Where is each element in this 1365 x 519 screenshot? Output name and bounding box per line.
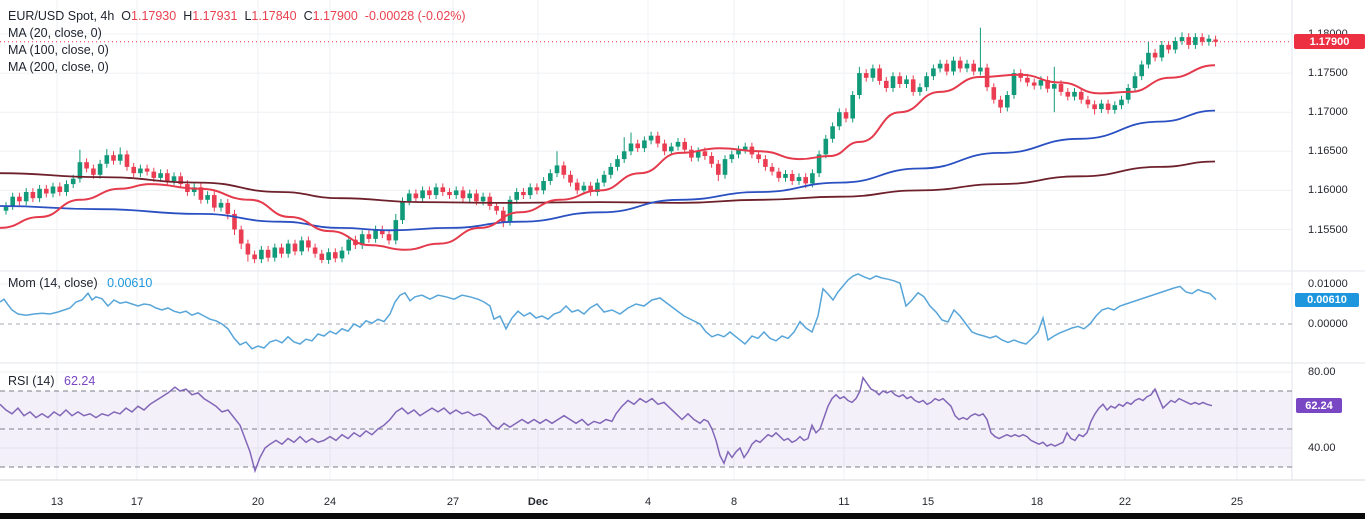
- time-axis-label: 15: [921, 496, 935, 508]
- axis-label: 1.17000: [1308, 106, 1348, 119]
- time-axis-label: 22: [1118, 496, 1132, 508]
- time-axis-label: 11: [838, 496, 850, 508]
- change-value: -0.00028 (-0.02%): [364, 9, 466, 23]
- ohlc-label: H: [183, 9, 193, 23]
- time-axis-label: 8: [730, 496, 738, 508]
- time-axis-label: 27: [446, 496, 460, 508]
- time-axis-label: 18: [1030, 496, 1044, 508]
- axis-label: 1.15500: [1308, 223, 1348, 236]
- axis-label: 1.16500: [1308, 145, 1348, 158]
- time-axis-label: 17: [130, 496, 144, 508]
- rsi-badge: 62.24: [1296, 398, 1342, 414]
- ohlc-values: O1.17930 H1.17931 L1.17840 C1.17900: [114, 9, 358, 23]
- ohlc-value: 1.17900: [312, 9, 358, 23]
- ohlc-value: 1.17840: [251, 9, 297, 23]
- time-axis-label: 20: [251, 496, 265, 508]
- bottom-bar: [0, 513, 1365, 519]
- rsi-value: 62.24: [64, 374, 96, 388]
- axis-label: 40.00: [1308, 442, 1336, 454]
- momentum-legend-row: Mom (14, close) 0.00610: [8, 276, 152, 290]
- axis-label: 1.17500: [1308, 67, 1348, 80]
- ohlc-label: O: [121, 9, 132, 23]
- momentum-legend[interactable]: Mom (14, close): [8, 276, 98, 290]
- time-axis-label: 25: [1230, 496, 1244, 508]
- time-axis-label: 13: [50, 496, 64, 508]
- axis-label: 1.16000: [1308, 184, 1348, 197]
- ma100-legend[interactable]: MA (100, close, 0): [8, 43, 109, 57]
- axis-label: 0.00000: [1308, 318, 1348, 330]
- ohlc-value: 1.17930: [131, 9, 177, 23]
- axis-label: 0.01000: [1308, 278, 1348, 290]
- ohlc-label: L: [244, 9, 252, 23]
- time-axis-label: 4: [644, 496, 652, 508]
- ohlc-value: 1.17931: [192, 9, 238, 23]
- axis-label: 80.00: [1308, 366, 1336, 378]
- symbol-title[interactable]: EUR/USD Spot, 4h: [8, 9, 115, 23]
- rsi-legend-row: RSI (14) 62.24: [8, 374, 95, 388]
- momentum-badge: 0.00610: [1295, 292, 1359, 307]
- symbol-row: EUR/USD Spot, 4h O1.17930 H1.17931 L1.17840…: [8, 9, 466, 23]
- ma200-legend[interactable]: MA (200, close, 0): [8, 60, 109, 74]
- momentum-value: 0.00610: [107, 276, 153, 290]
- ma20-legend[interactable]: MA (20, close, 0): [8, 26, 102, 40]
- rsi-legend[interactable]: RSI (14): [8, 374, 55, 388]
- price-badge: 1.17900: [1294, 34, 1365, 50]
- time-axis-label: Dec: [527, 496, 549, 508]
- ohlc-label: C: [303, 9, 313, 23]
- time-axis-label: 24: [323, 496, 337, 508]
